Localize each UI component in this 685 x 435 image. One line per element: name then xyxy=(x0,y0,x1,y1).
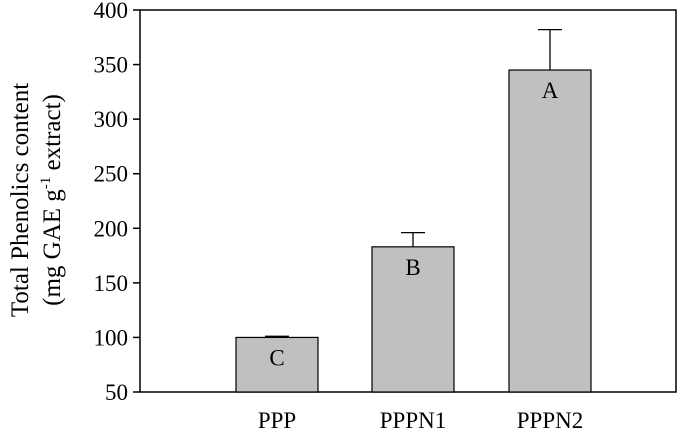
y-tick-label: 350 xyxy=(94,53,129,78)
significance-letter: A xyxy=(542,78,559,103)
y-axis-label-line1: Total Phenolics content xyxy=(7,83,34,317)
x-tick-label: PPPN2 xyxy=(517,408,583,433)
bar xyxy=(235,336,319,393)
x-tick-label: PPP xyxy=(258,408,296,433)
y-tick-label: 150 xyxy=(94,271,129,296)
plot-area: 50 100 150 200 250 300 350 400 C PPP B PPPN1 A PPPN2 xyxy=(94,0,677,433)
y-tick-label: 100 xyxy=(94,325,129,350)
y-tick-label: 300 xyxy=(94,107,129,132)
y-axis-label-unit: (mg GAE g xyxy=(39,189,66,306)
bar xyxy=(371,246,455,393)
y-tick-label: 200 xyxy=(94,216,129,241)
y-axis-label-line2: (mg GAE g-1 extract) xyxy=(38,94,66,306)
significance-letter: B xyxy=(405,255,420,280)
y-tick-label: 250 xyxy=(94,162,129,187)
y-axis-label-tail: extract) xyxy=(39,94,66,177)
y-tick-label: 400 xyxy=(94,0,129,23)
significance-letter: C xyxy=(269,345,284,370)
y-axis-label: Total Phenolics content (mg GAE g-1 extr… xyxy=(7,83,66,317)
y-axis-label-superscript: -1 xyxy=(38,177,54,190)
y-tick-label: 50 xyxy=(105,380,128,405)
bar xyxy=(508,69,592,393)
x-tick-label: PPPN1 xyxy=(380,408,446,433)
